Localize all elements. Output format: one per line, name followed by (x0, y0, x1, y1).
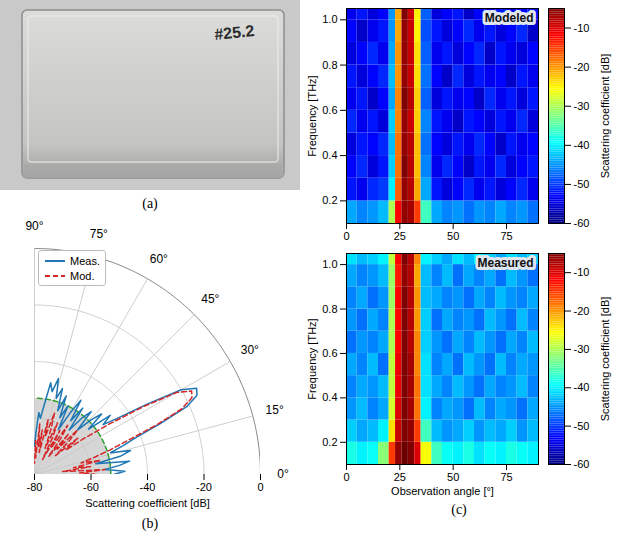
svg-text:25: 25 (394, 230, 406, 242)
svg-text:30°: 30° (241, 343, 259, 357)
svg-text:50: 50 (447, 230, 459, 242)
svg-text:Scattering coefficient [dB]: Scattering coefficient [dB] (85, 497, 210, 509)
svg-text:-10: -10 (574, 22, 590, 34)
svg-text:0.4: 0.4 (322, 149, 337, 161)
svg-text:0.2: 0.2 (322, 194, 337, 206)
svg-text:45°: 45° (201, 292, 219, 306)
svg-text:1.0: 1.0 (322, 13, 337, 25)
svg-text:Observation angle [°]: Observation angle [°] (391, 485, 494, 497)
svg-text:50: 50 (447, 471, 459, 483)
html-text:(c): (c) (451, 502, 467, 517)
svg-text:-20: -20 (574, 61, 590, 73)
svg-text:-20: -20 (574, 305, 590, 317)
svg-text:-60: -60 (83, 481, 99, 493)
svg-text:-30: -30 (574, 343, 590, 355)
svg-text:Modeled: Modeled (485, 11, 534, 25)
svg-text:-40: -40 (574, 381, 590, 393)
svg-text:0.8: 0.8 (322, 59, 337, 71)
svg-text:Measured: Measured (477, 256, 533, 270)
svg-text:Scattering coefficient [dB]: Scattering coefficient [dB] (599, 54, 611, 179)
svg-text:1.0: 1.0 (322, 258, 337, 270)
svg-text:90°: 90° (25, 219, 43, 233)
svg-text:0.2: 0.2 (322, 436, 337, 448)
svg-text:75: 75 (500, 230, 512, 242)
html-text:Meas.: Meas. (70, 254, 100, 267)
svg-text:0.8: 0.8 (322, 303, 337, 315)
html-text:(a): (a) (142, 196, 158, 211)
svg-text:0.6: 0.6 (322, 104, 337, 116)
svg-text:-60: -60 (574, 217, 590, 229)
svg-text:Frequency [THz]: Frequency [THz] (306, 318, 318, 399)
html-text:Mod.: Mod. (70, 269, 95, 282)
svg-text:75: 75 (500, 471, 512, 483)
svg-text:-10: -10 (574, 266, 590, 278)
svg-text:-40: -40 (140, 481, 156, 493)
svg-text:-40: -40 (574, 139, 590, 151)
svg-text:-30: -30 (574, 100, 590, 112)
svg-text:0°: 0° (277, 467, 289, 481)
html-text:(b): (b) (141, 516, 159, 531)
svg-text:Frequency [THz]: Frequency [THz] (306, 75, 318, 156)
svg-text:0: 0 (343, 471, 349, 483)
svg-text:25: 25 (394, 471, 406, 483)
svg-text:-80: -80 (27, 481, 43, 493)
svg-text:0.6: 0.6 (322, 347, 337, 359)
svg-text:#25.2: #25.2 (214, 22, 256, 43)
svg-text:-50: -50 (574, 178, 590, 190)
svg-text:15°: 15° (266, 403, 284, 417)
svg-text:Scattering coefficient [dB]: Scattering coefficient [dB] (599, 297, 611, 422)
svg-text:0: 0 (257, 481, 263, 493)
svg-text:60°: 60° (150, 252, 168, 266)
svg-text:0: 0 (343, 230, 349, 242)
svg-text:-20: -20 (196, 481, 212, 493)
svg-text:0.4: 0.4 (322, 391, 337, 403)
svg-text:75°: 75° (90, 227, 108, 241)
svg-text:-60: -60 (574, 458, 590, 470)
svg-text:-50: -50 (574, 420, 590, 432)
